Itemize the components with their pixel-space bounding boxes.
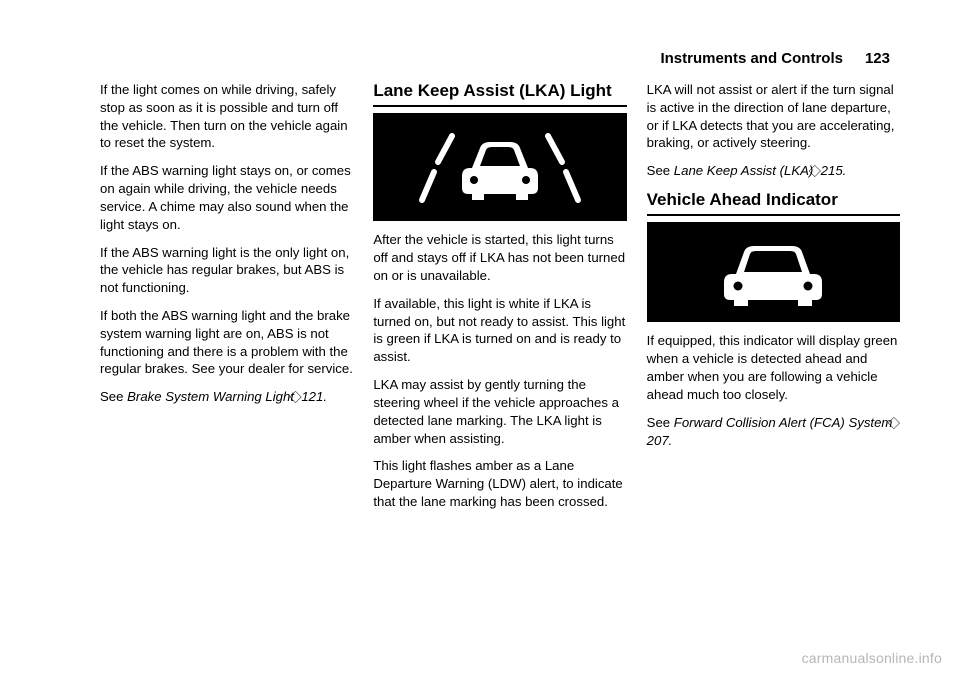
body-text: If the ABS warning light stays on, or co… bbox=[100, 162, 353, 233]
ref-prefix: See bbox=[647, 163, 674, 178]
ref-page: 215. bbox=[817, 163, 846, 178]
columns: If the light comes on while driving, saf… bbox=[100, 81, 900, 521]
ref-page: 207. bbox=[647, 433, 673, 448]
body-text: LKA will not assist or alert if the turn… bbox=[647, 81, 900, 152]
chapter-title: Instruments and Controls bbox=[660, 50, 843, 67]
body-text: If the light comes on while driving, saf… bbox=[100, 81, 353, 152]
ref-prefix: See bbox=[647, 415, 674, 430]
ref-title: Lane Keep Assist (LKA) bbox=[674, 163, 814, 178]
body-text: After the vehicle is started, this light… bbox=[373, 231, 626, 284]
vehicle-ahead-figure bbox=[647, 222, 900, 322]
body-text: This light flashes amber as a Lane Depar… bbox=[373, 457, 626, 510]
ref-title: Forward Collision Alert (FCA) System bbox=[674, 415, 893, 430]
lka-icon bbox=[410, 122, 590, 212]
section-heading-vai: Vehicle Ahead Indicator bbox=[647, 190, 900, 216]
page: Instruments and Controls 123 If the ligh… bbox=[0, 0, 960, 678]
section-heading-lka: Lane Keep Assist (LKA) Light bbox=[373, 81, 626, 107]
body-text: If both the ABS warning light and the br… bbox=[100, 307, 353, 378]
body-text: If the ABS warning light is the only lig… bbox=[100, 244, 353, 297]
ref-title: Brake System Warning Light bbox=[127, 389, 294, 404]
column-3: LKA will not assist or alert if the turn… bbox=[647, 81, 900, 521]
ref-prefix: See bbox=[100, 389, 127, 404]
column-1: If the light comes on while driving, saf… bbox=[100, 81, 353, 521]
body-text: LKA may assist by gently turning the ste… bbox=[373, 376, 626, 447]
page-header: Instruments and Controls 123 bbox=[100, 50, 900, 67]
column-2: Lane Keep Assist (LKA) Light bbox=[373, 81, 626, 521]
vehicle-ahead-icon bbox=[698, 232, 848, 312]
watermark: carmanualsonline.info bbox=[802, 650, 942, 666]
lka-light-figure bbox=[373, 113, 626, 221]
ref-page: 121. bbox=[298, 389, 327, 404]
body-text: If available, this light is white if LKA… bbox=[373, 295, 626, 366]
body-text: If equipped, this indicator will display… bbox=[647, 332, 900, 403]
cross-reference: See Brake System Warning Light ⃟ 121. bbox=[100, 388, 353, 406]
page-number: 123 bbox=[865, 50, 890, 67]
cross-reference: See Forward Collision Alert (FCA) System… bbox=[647, 414, 900, 450]
cross-reference: See Lane Keep Assist (LKA) ⃟ 215. bbox=[647, 162, 900, 180]
